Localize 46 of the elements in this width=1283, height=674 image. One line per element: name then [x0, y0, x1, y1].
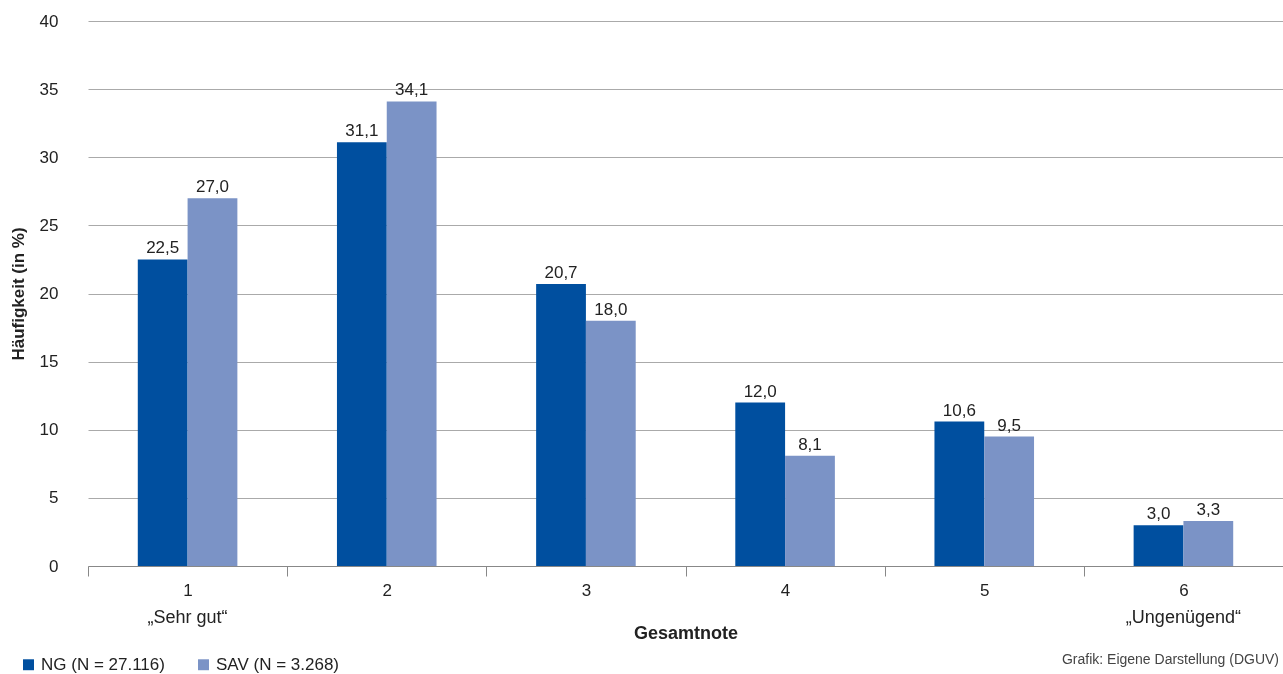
- x-tick-label: 1: [183, 580, 193, 600]
- legend-label: NG (N = 27.116): [41, 654, 165, 674]
- y-axis-title: Häufigkeit (in %): [8, 227, 28, 361]
- data-label: 20,7: [544, 262, 578, 282]
- x-tick-label: 2: [382, 580, 392, 600]
- x-tick-label: 5: [980, 580, 990, 600]
- data-label: 8,1: [798, 434, 822, 454]
- bar: [1183, 521, 1234, 566]
- data-label: 9,5: [997, 415, 1021, 435]
- y-tick-label: 10: [39, 420, 59, 440]
- data-label: 3,3: [1196, 500, 1221, 520]
- bar: [1133, 525, 1184, 566]
- y-tick-label: 0: [49, 556, 59, 576]
- bar: [386, 101, 437, 566]
- bar: [187, 198, 238, 566]
- x-tick-label: 3: [581, 580, 592, 600]
- y-tick-label: 35: [39, 79, 59, 99]
- y-tick-label: 30: [39, 147, 59, 167]
- data-label: 27,0: [195, 177, 230, 197]
- bar: [536, 283, 586, 566]
- bar: [137, 259, 188, 566]
- text: „Sehr gut“: [147, 607, 228, 627]
- x-tick-label: 6: [1179, 580, 1189, 600]
- text: Grafik: Eigene Darstellung (DGUV): [1061, 651, 1279, 667]
- bar: [585, 320, 636, 566]
- x-axis-title: Gesamtnote: [633, 622, 739, 643]
- bar: [785, 455, 835, 566]
- legend-label: SAV (N = 3.268): [216, 654, 339, 674]
- data-label: 18,0: [594, 299, 628, 319]
- data-label: 31,1: [345, 121, 379, 141]
- data-label: 22,5: [146, 238, 180, 258]
- y-tick-label: 40: [39, 11, 59, 31]
- data-label: 3,0: [1146, 504, 1171, 524]
- bar: [336, 142, 387, 566]
- text: „Ungenügend“: [1125, 607, 1241, 627]
- x-tick-label: 4: [780, 580, 791, 600]
- y-tick-label: 15: [39, 352, 59, 372]
- data-label: 12,0: [743, 381, 777, 401]
- y-tick-label: 25: [39, 215, 59, 235]
- bar: [735, 402, 786, 566]
- data-label: 34,1: [395, 80, 429, 100]
- bar: [934, 421, 985, 566]
- y-tick-label: 20: [39, 284, 59, 303]
- bar: [984, 436, 1035, 566]
- data-label: 10,6: [942, 400, 976, 420]
- y-tick-label: 5: [49, 488, 59, 508]
